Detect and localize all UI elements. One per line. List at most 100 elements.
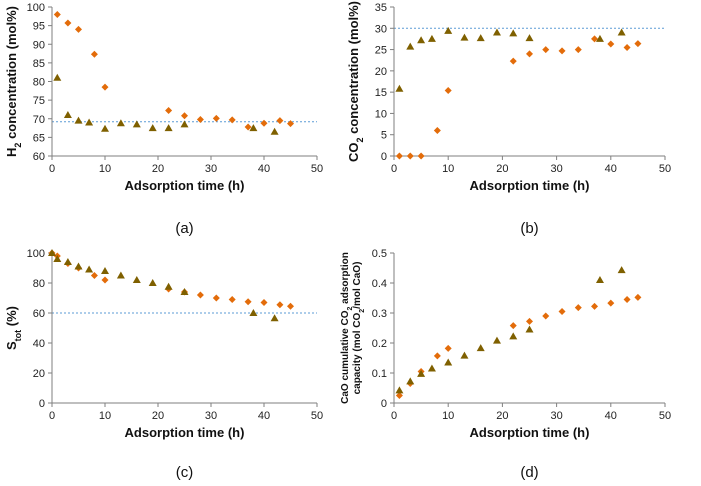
data-point-triangle: [270, 314, 279, 322]
data-point-triangle: [249, 309, 258, 316]
x-tick-label: 50: [659, 410, 671, 422]
data-point-triangle: [617, 28, 626, 36]
x-tick-label: 20: [152, 410, 164, 422]
x-tick-label: 20: [496, 410, 508, 422]
data-point-diamond: [90, 272, 98, 279]
y-tick-label: 30: [375, 23, 387, 35]
data-point-triangle: [395, 386, 404, 394]
data-point-diamond: [623, 43, 631, 51]
x-tick-label: 40: [605, 163, 617, 175]
data-point-diamond: [287, 120, 294, 128]
data-point-diamond: [395, 152, 403, 160]
data-point-diamond: [101, 276, 109, 284]
y-tick-label: 100: [27, 248, 45, 260]
y-tick-label: 95: [33, 21, 45, 33]
y-tick-label: 15: [375, 87, 387, 99]
data-point-diamond: [574, 46, 582, 54]
x-tick-label: 0: [49, 410, 55, 422]
data-point-triangle: [74, 262, 83, 270]
x-tick-label: 0: [49, 163, 55, 175]
chart-panel-3: 0 10 20 30 40 50 0 20 40 60 80 100 Adsorption time (…: [4, 248, 323, 481]
data-point-diamond: [591, 302, 599, 310]
data-point-diamond: [444, 86, 452, 94]
data-point-diamond: [181, 112, 188, 120]
data-point-triangle: [116, 271, 125, 279]
x-axis-label: Adsorption time (h): [470, 425, 590, 440]
y-tick-label: 65: [33, 132, 45, 144]
data-point-diamond: [196, 291, 204, 299]
data-point-diamond: [558, 47, 566, 55]
data-point-diamond: [591, 35, 599, 43]
data-point-triangle: [427, 34, 436, 42]
data-point-triangle: [509, 29, 518, 37]
data-point-triangle: [525, 325, 534, 333]
data-point-triangle: [492, 336, 501, 344]
data-point-diamond: [574, 304, 582, 312]
x-tick-label: 50: [311, 163, 323, 175]
data-point-diamond: [196, 115, 204, 123]
data-point-diamond: [276, 301, 284, 309]
x-tick-label: 10: [99, 410, 111, 422]
chart-panel-2: 0 10 20 30 40 50 0 5 10 15 20 25 30 35 Adsorption time…: [346, 1, 671, 237]
x-tick-label: 20: [152, 163, 164, 175]
data-point-diamond: [406, 152, 414, 160]
data-point-triangle: [406, 377, 415, 385]
y-tick-label: 20: [375, 66, 387, 78]
y-tick-label: 35: [375, 2, 387, 14]
x-tick-label: 30: [205, 410, 217, 422]
y-tick-label: 0: [39, 398, 45, 410]
x-tick-label: 30: [205, 163, 217, 175]
data-point-triangle: [444, 26, 453, 34]
x-tick-label: 40: [605, 410, 617, 422]
x-tick-label: 0: [391, 163, 397, 175]
y-axis-label: H2 concentration (mol%): [4, 6, 23, 157]
y-tick-label: 0.1: [372, 368, 387, 380]
data-point-triangle: [460, 351, 469, 359]
data-point-triangle: [132, 276, 141, 283]
data-point-diamond: [607, 299, 615, 307]
data-point-diamond: [558, 308, 566, 315]
data-point-triangle: [444, 358, 453, 366]
y-tick-label: 75: [33, 95, 45, 107]
y-tick-label: 0: [381, 398, 387, 410]
data-point-triangle: [460, 33, 469, 41]
data-point-triangle: [63, 258, 72, 265]
data-point-triangle: [406, 42, 415, 50]
data-point-diamond: [444, 344, 452, 352]
panel-label: (c): [176, 464, 194, 481]
panel-label: (a): [175, 220, 193, 237]
y-tick-label: 0.2: [372, 338, 387, 350]
data-point-triangle: [85, 118, 94, 126]
data-point-diamond: [623, 296, 631, 303]
y-axis-label-line1: CaO cumulative CO2 adsorption: [340, 252, 354, 404]
data-point-triangle: [476, 344, 485, 352]
data-point-triangle: [476, 34, 485, 42]
data-point-diamond: [260, 119, 268, 127]
data-point-triangle: [492, 28, 501, 36]
data-point-triangle: [148, 279, 157, 286]
data-point-diamond: [276, 117, 284, 125]
x-tick-label: 0: [391, 410, 397, 422]
data-point-diamond: [542, 312, 550, 320]
data-point-diamond: [75, 25, 82, 33]
x-axis-label: Adsorption time (h): [125, 178, 245, 193]
y-tick-label: 20: [33, 368, 45, 380]
panel-label: (d): [520, 464, 538, 481]
x-tick-label: 10: [442, 163, 454, 175]
data-point-diamond: [634, 40, 642, 48]
data-point-diamond: [287, 302, 294, 310]
x-tick-label: 10: [442, 410, 454, 422]
data-point-triangle: [180, 288, 189, 295]
data-point-diamond: [228, 116, 236, 124]
data-point-triangle: [417, 36, 426, 44]
y-tick-label: 90: [33, 39, 45, 51]
y-tick-label: 0: [381, 151, 387, 163]
chart-panel-4: 0 10 20 30 40 50 0 0.1 0.2 0.3 0.4 0.5 Adsorption ti…: [340, 248, 671, 481]
data-point-diamond: [433, 126, 441, 134]
y-axis-label: Stot (%): [4, 306, 23, 350]
y-tick-label: 0.3: [372, 308, 387, 320]
x-tick-label: 40: [258, 410, 270, 422]
data-point-diamond: [244, 298, 252, 306]
y-tick-label: 80: [33, 77, 45, 89]
